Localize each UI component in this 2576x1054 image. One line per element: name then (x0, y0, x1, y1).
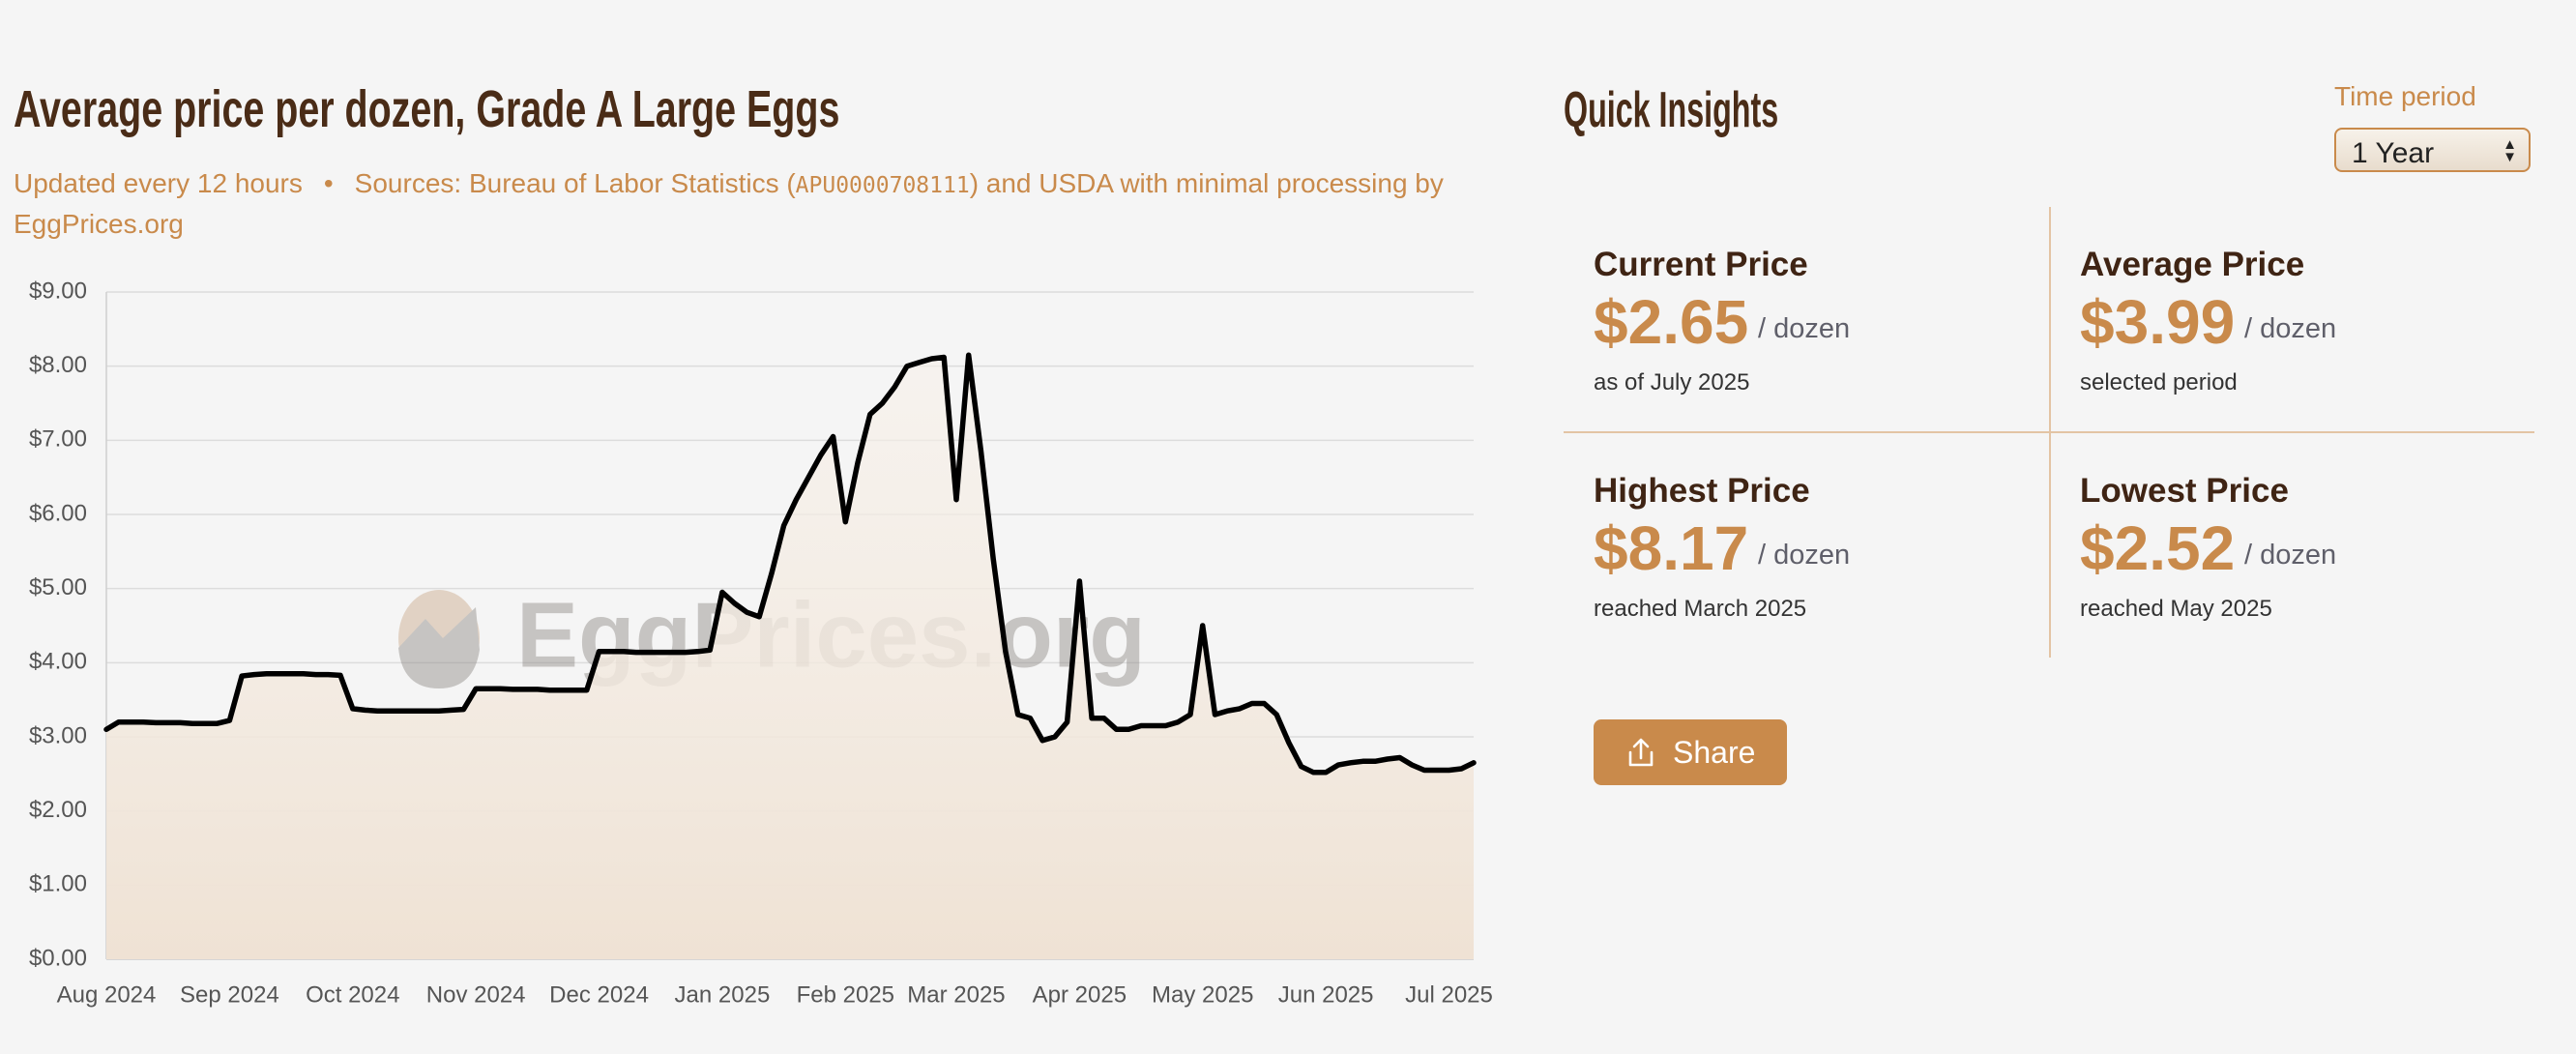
area (106, 355, 1474, 959)
sources-end: ) and USDA with minimal processing by Eg… (14, 168, 1444, 239)
divider (1564, 431, 2534, 433)
x-tick-label: Dec 2024 (549, 981, 649, 1008)
x-tick-label: Nov 2024 (426, 981, 526, 1008)
card-note: as of July 2025 (1594, 369, 1750, 395)
select-arrows: ▲ ▼ (2503, 136, 2517, 165)
y-tick-label: $5.00 (29, 574, 87, 600)
insight-card: Current Price $2.65 / dozen as of July 2025 (1594, 246, 2000, 439)
y-tick-label: $4.00 (29, 649, 87, 675)
share-icon (1628, 738, 1654, 767)
y-tick-label: $7.00 (29, 426, 87, 453)
y-tick-label: $8.00 (29, 352, 87, 378)
y-tick-label: $6.00 (29, 500, 87, 526)
x-tick-label: Oct 2024 (306, 981, 399, 1008)
watermark-logo (398, 590, 480, 688)
logo-shape (398, 590, 480, 687)
x-tick-label: Jul 2025 (1405, 981, 1493, 1008)
share-label: Share (1673, 735, 1756, 770)
card-title: Current Price (1594, 246, 1808, 283)
x-tick-label: Apr 2025 (1033, 981, 1127, 1008)
updated-note: Updated every 12 hours (14, 168, 303, 198)
card-price: $2.65 (1594, 287, 1749, 357)
x-tick-label: Mar 2025 (907, 981, 1005, 1008)
card-price: $2.52 (2080, 513, 2236, 583)
y-tick-label: $9.00 (29, 278, 87, 304)
insight-card: Average Price $3.99 / dozen selected period (2080, 246, 2486, 439)
card-unit: / dozen (1758, 313, 1851, 344)
y-tick-label: $0.00 (29, 945, 87, 971)
card-note: selected period (2080, 369, 2238, 395)
insights-title: Quick Insights (1564, 82, 1779, 138)
separator: • (323, 168, 334, 198)
x-tick-label: Aug 2024 (57, 981, 157, 1008)
y-tick-label: $2.00 (29, 797, 87, 823)
sources: Sources: Bureau of Labor Statistics ( (354, 168, 796, 198)
card-note: reached March 2025 (1594, 596, 1807, 622)
card-price: $8.17 (1594, 513, 1749, 583)
chart-subtitle: Updated every 12 hours • Sources: Bureau o… (14, 164, 1464, 244)
share-button[interactable]: Share (1594, 719, 1787, 785)
chart-title: Average price per dozen, Grade A Large E… (14, 80, 840, 138)
card-note: reached May 2025 (2080, 596, 2272, 622)
x-tick-label: Feb 2025 (797, 981, 894, 1008)
card-unit: / dozen (2244, 540, 2337, 571)
x-tick-label: Jun 2025 (1278, 981, 1374, 1008)
y-tick-label: $3.00 (29, 722, 87, 748)
selected-period: 1 Year (2352, 137, 2435, 169)
insight-card: Lowest Price $2.52 / dozen reached May 2025 (2080, 472, 2486, 665)
card-title: Lowest Price (2080, 472, 2289, 510)
insight-card: Highest Price $8.17 / dozen reached March 2… (1594, 472, 2000, 665)
time-period-select[interactable]: 1 Year ▲ ▼ (2334, 128, 2531, 172)
card-title: Highest Price (1594, 472, 1810, 510)
x-tick-label: May 2025 (1152, 981, 1253, 1008)
y-tick-label: $1.00 (29, 871, 87, 897)
card-unit: / dozen (2244, 313, 2337, 344)
series-id: APU0000708111 (795, 173, 970, 198)
x-tick-label: Jan 2025 (675, 981, 771, 1008)
x-tick-label: Sep 2024 (180, 981, 279, 1008)
card-price: $3.99 (2080, 287, 2236, 357)
time-period-label: Time period (2334, 81, 2476, 111)
line (103, 352, 1477, 776)
logo-shape (398, 607, 480, 688)
card-title: Average Price (2080, 246, 2305, 283)
chart: $0.00 $1.00 $2.00 $3.00 $4.00 $5.00 $6.00 $7.00… (29, 278, 1493, 1008)
card-unit: / dozen (1758, 540, 1851, 571)
